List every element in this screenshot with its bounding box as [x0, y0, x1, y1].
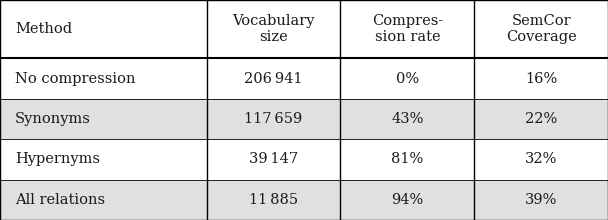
Text: SemCor
Coverage: SemCor Coverage: [506, 14, 576, 44]
Text: 81%: 81%: [391, 152, 424, 166]
Text: 16%: 16%: [525, 72, 558, 86]
Text: 94%: 94%: [391, 193, 424, 207]
Text: Compres-
sion rate: Compres- sion rate: [371, 14, 443, 44]
Text: Hypernyms: Hypernyms: [15, 152, 100, 166]
Text: Synonyms: Synonyms: [15, 112, 91, 126]
Text: 22%: 22%: [525, 112, 558, 126]
Bar: [0, 58, 608, 99]
Bar: [0, 99, 608, 139]
Text: 206 941: 206 941: [244, 72, 303, 86]
Text: 39%: 39%: [525, 193, 558, 207]
Text: 0%: 0%: [396, 72, 419, 86]
Text: 11 885: 11 885: [249, 193, 298, 207]
Text: Vocabulary
size: Vocabulary size: [232, 14, 315, 44]
Text: No compression: No compression: [15, 72, 136, 86]
Text: 117 659: 117 659: [244, 112, 303, 126]
Text: 43%: 43%: [391, 112, 424, 126]
Bar: [0, 139, 608, 180]
Bar: [0, 0, 608, 58]
Text: 39 147: 39 147: [249, 152, 298, 166]
Text: 32%: 32%: [525, 152, 558, 166]
Text: All relations: All relations: [15, 193, 105, 207]
Bar: [0, 180, 608, 220]
Text: Method: Method: [15, 22, 72, 36]
